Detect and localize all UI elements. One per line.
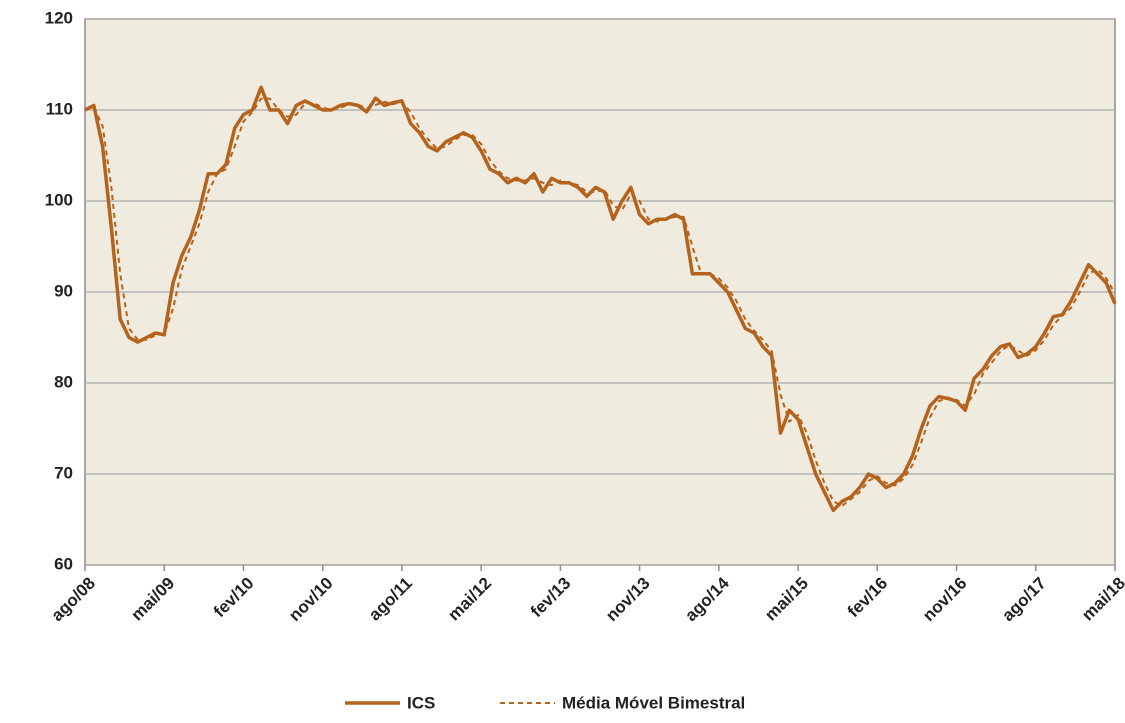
y-tick-label: 90 (54, 281, 73, 300)
x-tick-label: ago/14 (681, 573, 733, 625)
legend-label: ICS (407, 693, 435, 712)
legend-label: Média Móvel Bimestral (562, 693, 745, 712)
x-tick-label: ago/17 (998, 574, 1050, 626)
x-tick-label: mai/09 (127, 574, 178, 625)
y-tick-label: 80 (54, 372, 73, 391)
y-tick-label: 100 (45, 190, 73, 209)
x-tick-label: ago/08 (47, 574, 99, 626)
series-line (84, 85, 1117, 513)
x-tick-label: mai/18 (1078, 574, 1125, 625)
x-tick-label: nov/13 (602, 574, 654, 626)
x-tick-label: ago/11 (365, 574, 416, 625)
y-tick-label: 120 (45, 8, 73, 27)
x-tick-label: fev/16 (844, 574, 892, 622)
x-tick-label: mai/15 (761, 574, 812, 625)
x-tick-label: nov/16 (919, 574, 971, 626)
x-tick-label: nov/10 (285, 574, 337, 626)
y-tick-label: 70 (54, 463, 73, 482)
y-tick-label: 60 (54, 554, 73, 573)
x-tick-label: fev/13 (527, 574, 575, 622)
x-tick-label: fev/10 (210, 574, 258, 622)
x-tick-label: mai/12 (444, 574, 495, 625)
y-tick-label: 110 (46, 99, 73, 118)
